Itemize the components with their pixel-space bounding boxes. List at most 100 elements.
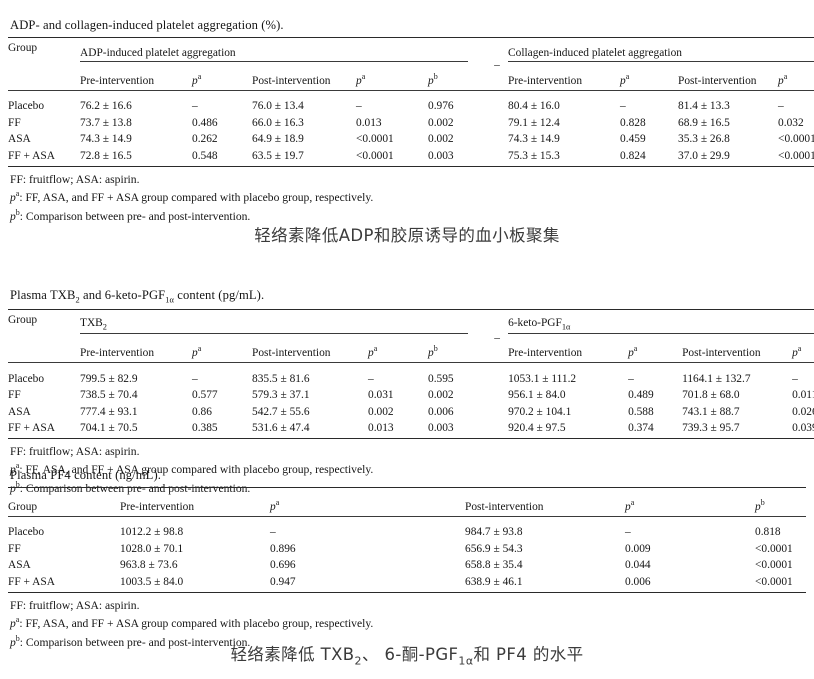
- cell-value: 743.1 ± 88.7: [682, 405, 740, 418]
- cell-value: 0.006: [428, 405, 454, 418]
- table-header-row: Group Pre-intervention pa Post-intervent…: [8, 487, 806, 517]
- col-header-pa-post: pa: [625, 497, 635, 513]
- cell-value: 0.002: [428, 133, 454, 146]
- cell-value: –: [625, 526, 631, 539]
- cell-value: –: [356, 100, 362, 113]
- cell-value: –: [192, 100, 198, 113]
- cell-value: <0.0001: [778, 133, 814, 146]
- col-header-post-coll: Post-intervention: [678, 74, 757, 87]
- cell-value: –: [620, 100, 626, 113]
- chinese-caption-2-part1: 轻络素降低 TXB: [230, 645, 355, 664]
- chinese-caption-2: 轻络素降低 TXB2、 6-酮-PGF1α和 PF4 的水平: [0, 641, 814, 667]
- cell-value: 0.262: [192, 133, 218, 146]
- cell-value: 1012.2 ± 98.8: [120, 526, 184, 539]
- col-header-post-6keto: Post-intervention: [682, 347, 761, 360]
- chinese-caption-2-part2: 、 6-酮-PGF: [361, 645, 459, 664]
- cell-value: 63.5 ± 19.7: [252, 149, 304, 162]
- cell-value: 0.828: [620, 116, 646, 129]
- col-header-post: Post-intervention: [465, 500, 544, 513]
- table-row: Placebo 1012.2 ± 98.8 – 984.7 ± 93.8 – 0…: [8, 516, 806, 538]
- cell-value: 74.3 ± 14.9: [508, 133, 560, 146]
- cell-value: <0.0001: [755, 559, 793, 572]
- footnote-pb-text: : Comparison between pre- and post-inter…: [19, 481, 251, 495]
- cell-value: 963.8 ± 73.6: [120, 559, 178, 572]
- col-header-pb-adp: pb: [428, 71, 438, 87]
- cell-value: 777.4 ± 93.1: [80, 405, 138, 418]
- cell-spacer: [486, 129, 508, 146]
- cell-spacer: [486, 145, 508, 166]
- cell-value: 1053.1 ± 111.2: [508, 372, 577, 385]
- row-group-label: FF: [8, 542, 21, 555]
- cell-value: 76.2 ± 16.6: [80, 100, 132, 113]
- row-group-label: ASA: [8, 405, 31, 418]
- cell-value: 0.003: [428, 422, 454, 435]
- cell-value: –: [778, 100, 784, 113]
- cell-value: 835.5 ± 81.6: [252, 372, 310, 385]
- cell-value: 531.6 ± 47.4: [252, 422, 310, 435]
- table-row: FF + ASA 1003.5 ± 84.0 0.947 638.9 ± 46.…: [8, 571, 806, 593]
- cell-value: 0.976: [428, 100, 454, 113]
- table-row: Placebo 799.5 ± 82.9 – 835.5 ± 81.6 – 0.…: [8, 363, 814, 385]
- cell-value: 738.5 ± 70.4: [80, 389, 138, 402]
- cell-value: 0.86: [192, 405, 212, 418]
- cell-value: 73.7 ± 13.8: [80, 116, 132, 129]
- cell-spacer: [486, 401, 508, 418]
- table-row: ASA 74.3 ± 14.9 0.262 64.9 ± 18.9 <0.000…: [8, 129, 814, 146]
- footnote-pb: pb: Comparison between pre- and post-int…: [10, 207, 251, 223]
- cell-value: 80.4 ± 16.0: [508, 100, 560, 113]
- col-header-pa-post-6keto: pa: [792, 344, 802, 360]
- cell-value: 956.1 ± 84.0: [508, 389, 566, 402]
- cell-value: 1003.5 ± 84.0: [120, 575, 184, 588]
- cell-value: 1028.0 ± 70.1: [120, 542, 184, 555]
- cell-value: 704.1 ± 70.5: [80, 422, 138, 435]
- panel-title-adp: ADP-induced platelet aggregation: [80, 46, 236, 59]
- row-group-label: FF: [8, 116, 21, 129]
- cell-value: 79.1 ± 12.4: [508, 116, 560, 129]
- table-row: ASA 777.4 ± 93.1 0.86 542.7 ± 55.6 0.002…: [8, 401, 814, 418]
- chinese-caption-2-sub2: 1α: [458, 654, 474, 668]
- cell-value: 35.3 ± 26.8: [678, 133, 730, 146]
- col-header-group: Group: [8, 314, 38, 327]
- footnote-pb: pb: Comparison between pre- and post-int…: [10, 479, 251, 495]
- table-block-pf4: Plasma PF4 content (ng/mL). Group Pre-in…: [8, 468, 806, 651]
- panel-header-collagen: Collagen-induced platelet aggregation: [508, 37, 814, 62]
- cell-value: 0.031: [368, 389, 394, 402]
- cell-spacer: [486, 363, 508, 385]
- table-block-txb2: Plasma TXB2 and 6-keto-PGF1α content (pg…: [8, 288, 814, 497]
- footnote-pb-text: : Comparison between pre- and post-inter…: [19, 209, 251, 223]
- chinese-caption-2-part3: 和 PF4 的水平: [473, 645, 584, 664]
- footnote-pa: pa: FF, ASA, and FF + ASA group compared…: [10, 461, 374, 477]
- row-group-label: Placebo: [8, 100, 45, 113]
- footnote-pa-text: : FF, ASA, and FF + ASA group compared w…: [19, 463, 374, 477]
- cell-value: 0.588: [628, 405, 654, 418]
- footnote-pa: pa: FF, ASA, and FF + ASA group compared…: [10, 615, 374, 631]
- cell-value: 638.9 ± 46.1: [465, 575, 523, 588]
- footnote-abbrev: FF: fruitflow; ASA: aspirin.: [10, 598, 140, 612]
- cell-value: 920.4 ± 97.5: [508, 422, 566, 435]
- cell-value: –: [628, 372, 634, 385]
- cell-value: 984.7 ± 93.8: [465, 526, 523, 539]
- cell-value: 0.696: [270, 559, 296, 572]
- cell-value: 0.385: [192, 422, 218, 435]
- table-row: FF 738.5 ± 70.4 0.577 579.3 ± 37.1 0.031…: [8, 385, 814, 402]
- cell-value: 0.459: [620, 133, 646, 146]
- panel-header-6keto: 6-keto-PGF1α: [508, 310, 814, 335]
- table-subheader-row: Pre-intervention pa Post-intervention pa…: [8, 334, 814, 363]
- col-header-pb: pb: [755, 497, 765, 513]
- col-header-pb-txb2: pb: [428, 344, 438, 360]
- cell-value: 579.3 ± 37.1: [252, 389, 310, 402]
- col-header-pre-coll: Pre-intervention: [508, 74, 583, 87]
- cell-value: –: [368, 372, 374, 385]
- cell-value: 1164.1 ± 132.7: [682, 372, 751, 385]
- panel-separator-dash: –: [494, 59, 500, 72]
- table-pf4: Group Pre-intervention pa Post-intervent…: [8, 487, 806, 593]
- table-caption-2: Plasma TXB2 and 6-keto-PGF1α content (pg…: [10, 288, 265, 305]
- col-header-post-txb2: Post-intervention: [252, 347, 331, 360]
- cell-value: 0.032: [778, 116, 804, 129]
- cell-spacer: [486, 90, 508, 112]
- panel-header-adp: ADP-induced platelet aggregation: [80, 37, 486, 62]
- col-header-pa-post-coll: pa: [778, 71, 788, 87]
- col-header-pa-pre: pa: [270, 497, 280, 513]
- table-row: ASA 963.8 ± 73.6 0.696 658.8 ± 35.4 0.04…: [8, 555, 806, 572]
- col-header-pre-6keto: Pre-intervention: [508, 347, 583, 360]
